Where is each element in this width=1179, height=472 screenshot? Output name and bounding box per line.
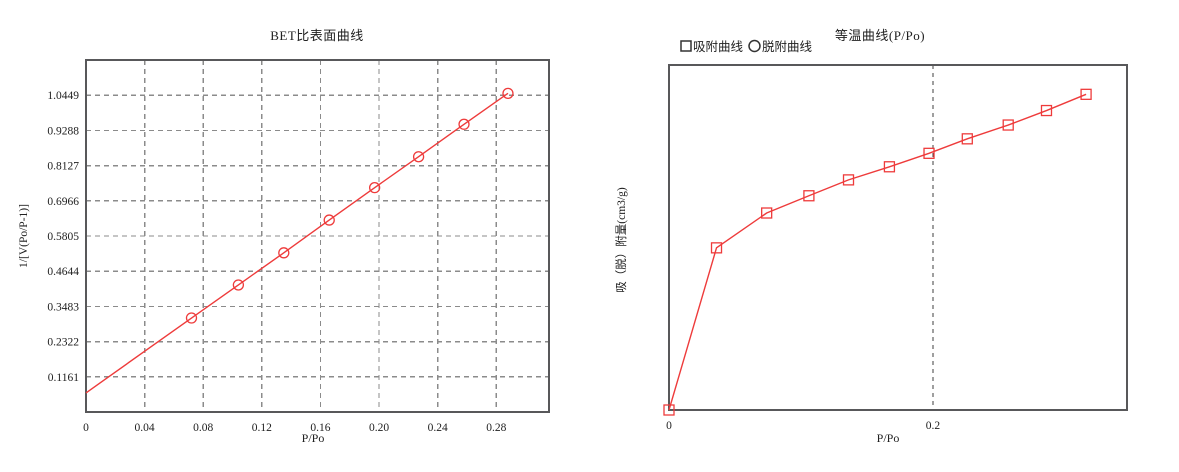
plot-border [85, 59, 550, 413]
data-line [85, 92, 509, 394]
data-point-square [883, 161, 896, 173]
bet-chart-title: BET比表面曲线 [270, 28, 364, 43]
data-point-square [923, 147, 935, 159]
isotherm-x-axis-label: P/Po [877, 431, 900, 445]
isotherm-y-axis-label: 吸（脱）附量(cm3/g) [614, 187, 628, 293]
data-point-square [1002, 119, 1014, 131]
y-tick-label: 0.6966 [47, 196, 79, 208]
y-tick-label: 0.2322 [47, 337, 79, 349]
legend-desorption-label: 脱附曲线 [762, 39, 813, 54]
desorption-circle-marker-icon [748, 39, 761, 53]
data-point-circle [412, 151, 425, 163]
data-point-square [710, 242, 723, 254]
adsorption-square-marker-icon [680, 40, 692, 52]
data-point-circle [185, 312, 198, 324]
x-tick-label: 0 [83, 422, 89, 434]
bet-y-axis-label: 1/[V(Po/P-1)] [18, 204, 30, 268]
data-point-square [961, 133, 973, 145]
data-point-circle [368, 181, 381, 194]
data-point-circle [458, 118, 470, 130]
isotherm-chart-title: 等温曲线(P/Po) [835, 28, 925, 43]
y-tick-label: 0.9288 [47, 125, 79, 137]
x-tick-label: 0.28 [486, 422, 506, 434]
bet-x-axis-label: P/Po [302, 431, 325, 445]
data-point-square [663, 404, 675, 416]
x-tick-label: 0.12 [252, 422, 272, 434]
data-point-square [842, 174, 855, 186]
legend-adsorption-label: 吸附曲线 [693, 40, 744, 54]
y-tick-label: 0.4644 [47, 266, 79, 278]
data-point-square [1040, 104, 1053, 117]
y-tick-label: 0.5805 [47, 231, 79, 243]
bet-chart: BET比表面曲线 1/[V(Po/P-1)] P/Po 0 0.04 0.08 0.1… [18, 28, 550, 445]
data-point-circle [502, 87, 514, 100]
data-point-square [1080, 88, 1092, 100]
isotherm-plot-area: 0 0.2 [663, 64, 1128, 432]
data-point-square [761, 207, 773, 219]
x-tick-label: 0.04 [135, 422, 155, 434]
data-point-circle [278, 247, 290, 259]
isotherm-chart: 等温曲线(P/Po) 吸附曲线 脱附曲线 吸（脱）附量(cm3/g) P/Po … [590, 0, 1179, 472]
plot-border [668, 64, 1128, 411]
y-tick-label: 0.1161 [48, 372, 79, 384]
x-tick-label: 0.2 [926, 420, 941, 432]
x-tick-label: 0.16 [310, 422, 330, 434]
x-tick-label: 0.24 [428, 422, 448, 434]
y-tick-label: 0.3483 [47, 301, 79, 313]
y-tick-label: 0.8127 [47, 161, 79, 173]
bet-plot-area: 0 0.04 0.08 0.12 0.16 0.20 0.24 0.28 0.1161 0.232… [47, 59, 550, 434]
data-point-square [803, 190, 815, 202]
data-point-circle [232, 279, 245, 291]
x-tick-label: 0 [666, 420, 672, 432]
x-tick-label: 0.20 [369, 422, 389, 434]
x-tick-label: 0.08 [193, 422, 213, 434]
data-point-circle [323, 214, 335, 226]
data-line [668, 93, 1087, 411]
isotherm-legend: 吸附曲线 脱附曲线 [680, 39, 813, 54]
y-tick-label: 1.0449 [47, 90, 79, 102]
